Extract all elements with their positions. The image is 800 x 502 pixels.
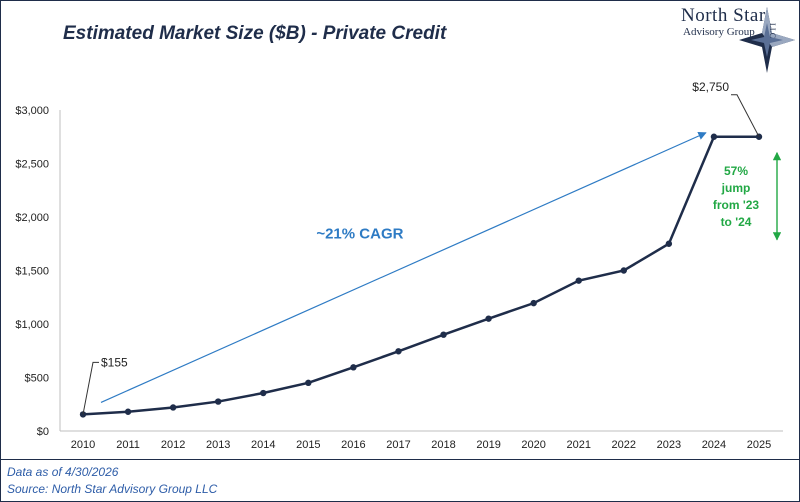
x-tick-label: 2015 [296, 439, 320, 451]
footer: Data as of 4/30/2026 Source: North Star … [1, 459, 799, 501]
y-tick-label: $2,500 [15, 159, 49, 171]
x-tick-label: 2012 [161, 439, 185, 451]
jump-annotation-line: from '23 [713, 198, 760, 212]
y-tick-label: $0 [37, 426, 49, 438]
data-point [440, 331, 447, 338]
data-point [485, 315, 492, 322]
data-point [260, 389, 267, 397]
jump-annotation-line: to '24 [721, 215, 752, 229]
chart-title: Estimated Market Size ($B) - Private Cre… [63, 23, 447, 44]
data-point [530, 299, 537, 307]
x-tick-label: 2020 [521, 439, 545, 451]
y-tick-label: $2,000 [15, 212, 49, 224]
source-note: Source: North Star Advisory Group LLC [7, 482, 218, 496]
x-tick-label: 2018 [431, 439, 455, 451]
end-value-leader-line [731, 94, 760, 137]
data-point [665, 240, 673, 247]
x-tick-label: 2011 [116, 439, 140, 451]
x-tick-label: 2022 [612, 439, 636, 451]
data-point [169, 404, 177, 411]
x-tick-label: 2017 [386, 439, 410, 451]
y-tick-label: $3,000 [15, 105, 49, 117]
data-date-note: Data as of 4/30/2026 [7, 465, 119, 479]
y-tick-label: $1,000 [15, 319, 49, 331]
x-tick-label: 2010 [71, 439, 95, 451]
data-point [215, 398, 222, 405]
x-tick-label: 2024 [702, 439, 726, 451]
cagr-trend-arrow [100, 131, 707, 403]
x-tick-label: 2013 [206, 439, 230, 451]
end-value-label: $2,750 [692, 80, 729, 94]
y-tick-label: $1,500 [15, 266, 49, 278]
data-point [124, 408, 132, 415]
logo-wordmark: North Star [681, 5, 766, 26]
x-tick-label: 2014 [251, 439, 275, 451]
jump-annotation-line: 57% [724, 164, 748, 178]
data-point [575, 277, 582, 284]
jump-annotation: 57% jump from '23 to '24 [713, 164, 760, 229]
x-tick-label: 2019 [476, 439, 500, 451]
start-value-label: $155 [101, 355, 128, 369]
y-tick-label: $500 [25, 373, 49, 385]
data-point [395, 348, 402, 355]
logo-subtitle: Advisory Group [683, 26, 755, 38]
market-size-series-line [82, 135, 759, 416]
compass-star-icon [739, 7, 795, 73]
x-tick-label: 2023 [657, 439, 681, 451]
company-logo: North Star Advisory Group LLC [669, 3, 799, 77]
data-point [620, 267, 627, 274]
x-tick-label: 2025 [747, 439, 771, 451]
x-tick-label: 2016 [341, 439, 365, 451]
x-tick-label: 2021 [566, 439, 590, 451]
cagr-label: ~21% CAGR [316, 225, 403, 242]
data-point [710, 133, 718, 140]
line-chart: $0 $500 $1,000 $1,500 $2,000 $2,500 $3,000 201… [15, 80, 783, 451]
start-value-leader-line [82, 361, 99, 415]
jump-annotation-line: jump [721, 181, 751, 195]
data-point [350, 364, 357, 371]
data-point [305, 379, 312, 387]
